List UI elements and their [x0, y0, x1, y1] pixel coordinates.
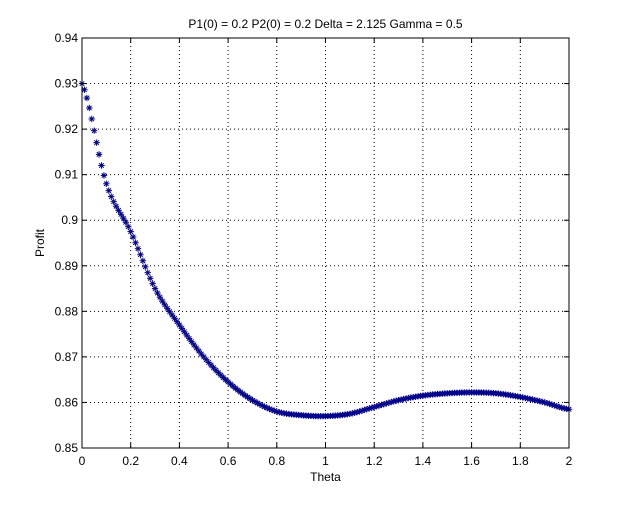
- x-tick-labels: 0 0.2 0.4 0.6 0.8 1 1.2 1.4 1.6 1.8 2: [79, 454, 573, 468]
- y-tick-label: 0.85: [55, 441, 79, 455]
- data-point: [149, 280, 156, 287]
- data-point: [171, 315, 178, 322]
- y-tick-label: 0.94: [55, 31, 79, 45]
- data-point: [159, 297, 166, 305]
- data-point: [166, 308, 173, 315]
- data-point: [132, 239, 139, 246]
- ticks: [81, 37, 570, 449]
- data-point: [98, 162, 105, 169]
- data-point: [105, 187, 112, 194]
- x-tick-label: 0.4: [171, 454, 188, 468]
- y-tick-label: 0.88: [55, 304, 79, 318]
- y-tick-label: 0.87: [55, 350, 79, 364]
- x-tick-label: 1.6: [463, 454, 480, 468]
- data-point: [151, 285, 159, 292]
- y-tick-label: 0.91: [55, 168, 79, 182]
- x-tick-label: 1.8: [512, 454, 529, 468]
- data-point: [173, 318, 181, 325]
- x-tick-label: 1.4: [415, 454, 432, 468]
- data-point: [137, 251, 144, 258]
- x-axis-label: Theta: [310, 470, 341, 484]
- data-point: [100, 172, 108, 179]
- y-tick-label: 0.86: [55, 395, 79, 409]
- data-point: [176, 321, 183, 329]
- y-tick-labels: 0.85 0.86 0.87 0.88 0.89 0.9 0.91 0.92 0.93 0.94: [55, 31, 79, 455]
- data-point: [90, 127, 98, 134]
- x-tick-label: 1: [322, 454, 329, 468]
- data-point: [185, 335, 193, 342]
- data-point: [125, 223, 132, 230]
- y-tick-label: 0.9: [61, 213, 78, 227]
- data-point: [154, 289, 161, 297]
- data-point: [139, 257, 147, 264]
- data-point: [108, 193, 115, 200]
- data-point: [144, 269, 151, 276]
- data-point: [83, 94, 91, 102]
- x-tick-label: 0: [79, 454, 86, 468]
- x-tick-label: 0.6: [220, 454, 237, 468]
- x-tick-label: 0.8: [268, 454, 285, 468]
- grid: [82, 38, 569, 448]
- data-point: [88, 115, 95, 123]
- x-tick-label: 1.2: [366, 454, 383, 468]
- data-point: [146, 275, 154, 282]
- data-point: [161, 301, 168, 309]
- data-point: [156, 294, 164, 301]
- y-axis-label: Profit: [33, 228, 47, 257]
- data-point: [134, 245, 142, 252]
- data-point: [110, 198, 117, 205]
- y-tick-label: 0.93: [55, 77, 79, 91]
- data-point: [183, 331, 190, 339]
- data-point: [95, 151, 103, 158]
- data-point: [129, 233, 137, 241]
- data-point: [168, 311, 176, 319]
- data-point: [122, 219, 130, 226]
- data-point: [115, 207, 122, 214]
- data-point: [181, 328, 188, 335]
- x-tick-label: 0.2: [122, 454, 139, 468]
- data-point: [103, 180, 110, 187]
- y-tick-label: 0.92: [55, 122, 79, 136]
- x-tick-label: 2: [566, 454, 573, 468]
- y-tick-label: 0.89: [55, 259, 79, 273]
- data-point: [120, 215, 127, 222]
- data-point: [142, 263, 149, 271]
- data-point: [127, 228, 134, 235]
- data-point: [93, 139, 100, 146]
- data-point: [164, 305, 171, 312]
- data-point: [86, 104, 93, 112]
- data-point: [178, 325, 186, 332]
- chart-title: P1(0) = 0.2 P2(0) = 0.2 Delta = 2.125 Ga…: [188, 17, 462, 31]
- data-markers: [78, 80, 573, 420]
